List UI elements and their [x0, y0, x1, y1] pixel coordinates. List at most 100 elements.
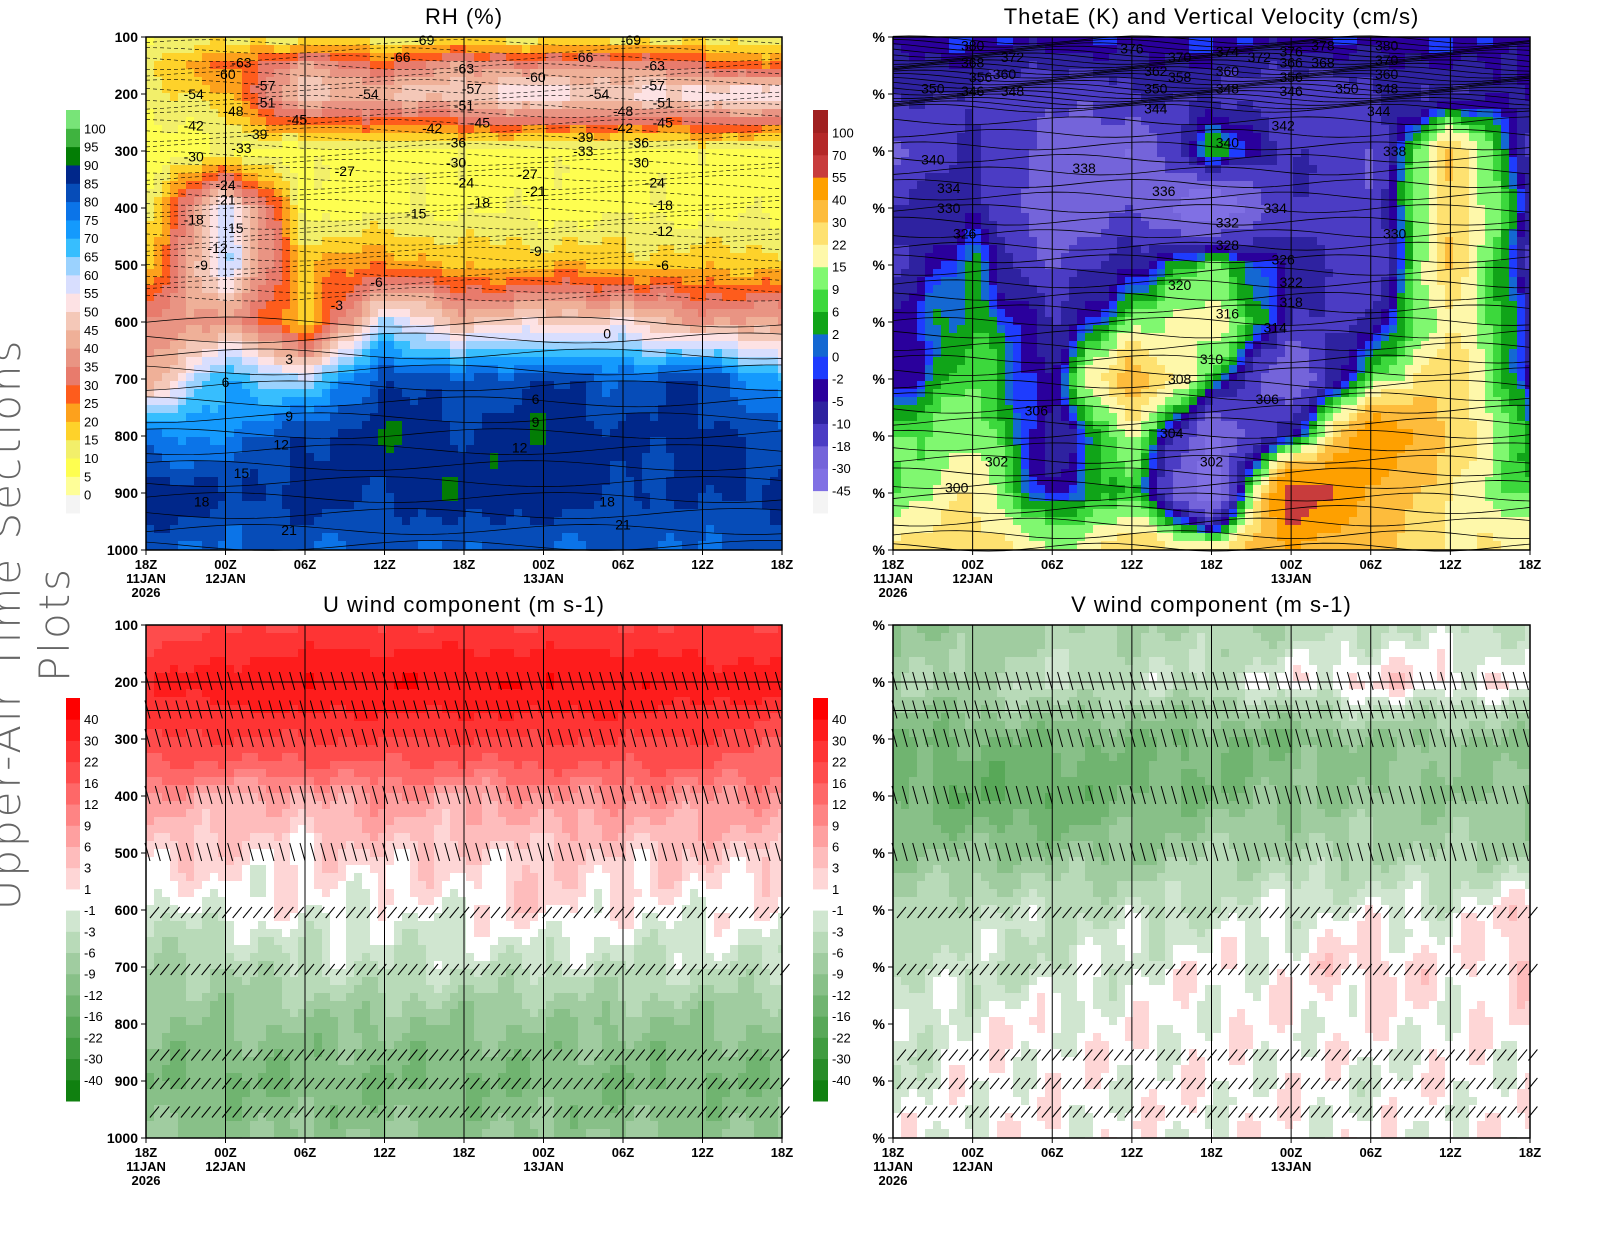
- contour-fill-cell: [410, 197, 419, 206]
- contour-fill-cell: [146, 229, 155, 238]
- contour-fill-cell: [666, 149, 675, 158]
- contour-fill-cell: [170, 141, 179, 150]
- contour-fill-cell: [754, 165, 763, 174]
- contour-fill-cell: [482, 269, 491, 278]
- contour-fill-cell: [426, 157, 435, 166]
- contour-fill-cell: [610, 157, 619, 166]
- contour-fill-cell: [674, 45, 683, 54]
- contour-fill-cell: [770, 253, 779, 262]
- contour-fill-cell: [250, 117, 259, 126]
- contour-fill-cell: [746, 189, 755, 198]
- contour-fill-cell: [714, 37, 723, 46]
- contour-fill-cell: [338, 197, 347, 206]
- contour-fill-cell: [674, 93, 683, 102]
- contour-fill-cell: [714, 141, 723, 150]
- contour-fill-cell: [258, 237, 267, 246]
- contour-fill-cell: [146, 205, 155, 214]
- contour-fill-cell: [330, 37, 339, 46]
- contour-fill-cell: [314, 197, 323, 206]
- contour-fill-cell: [602, 181, 611, 190]
- contour-fill-cell: [506, 181, 515, 190]
- contour-fill-cell: [146, 221, 155, 230]
- contour-fill-cell: [482, 165, 491, 174]
- contour-fill-cell: [402, 69, 411, 78]
- contour-fill-cell: [642, 125, 651, 134]
- contour-fill-cell: [346, 181, 355, 190]
- contour-fill-cell: [570, 165, 579, 174]
- contour-fill-cell: [346, 133, 355, 142]
- contour-fill-cell: [266, 205, 275, 214]
- contour-fill-cell: [418, 181, 427, 190]
- contour-fill-cell: [154, 221, 163, 230]
- contour-fill-cell: [210, 229, 219, 238]
- contour-fill-cell: [250, 237, 259, 246]
- contour-fill-cell: [626, 213, 635, 222]
- contour-fill-cell: [154, 117, 163, 126]
- contour-fill-cell: [634, 77, 643, 86]
- contour-fill-cell: [506, 37, 515, 46]
- contour-fill-cell: [410, 85, 419, 94]
- contour-fill-cell: [690, 133, 699, 142]
- contour-fill-cell: [306, 93, 315, 102]
- contour-fill-cell: [746, 77, 755, 86]
- contour-fill-cell: [154, 205, 163, 214]
- contour-fill-cell: [490, 133, 499, 142]
- contour-fill-cell: [714, 181, 723, 190]
- contour-fill-cell: [186, 61, 195, 70]
- contour-fill-cell: [426, 77, 435, 86]
- contour-fill-cell: [210, 125, 219, 134]
- contour-fill-cell: [178, 189, 187, 198]
- contour-fill-cell: [178, 165, 187, 174]
- contour-fill-cell: [378, 125, 387, 134]
- contour-fill-cell: [314, 125, 323, 134]
- contour-fill-cell: [466, 213, 475, 222]
- contour-fill-cell: [426, 269, 435, 278]
- contour-fill-cell: [434, 205, 443, 214]
- contour-fill-cell: [490, 237, 499, 246]
- contour-fill-cell: [690, 69, 699, 78]
- contour-fill-cell: [570, 237, 579, 246]
- contour-fill-cell: [290, 45, 299, 54]
- contour-fill-cell: [386, 117, 395, 126]
- contour-fill-cell: [226, 157, 235, 166]
- contour-fill-cell: [666, 157, 675, 166]
- contour-fill-cell: [506, 125, 515, 134]
- contour-fill-cell: [162, 165, 171, 174]
- contour-fill-cell: [754, 61, 763, 70]
- contour-fill-cell: [234, 237, 243, 246]
- contour-fill-cell: [346, 101, 355, 110]
- contour-fill-cell: [618, 53, 627, 62]
- contour-fill-cell: [746, 133, 755, 142]
- contour-fill-cell: [506, 237, 515, 246]
- contour-fill-cell: [514, 101, 523, 110]
- contour-fill-cell: [482, 245, 491, 254]
- contour-fill-cell: [322, 157, 331, 166]
- contour-fill-cell: [738, 165, 747, 174]
- contour-fill-cell: [714, 261, 723, 270]
- contour-fill-cell: [602, 237, 611, 246]
- contour-fill-cell: [426, 261, 435, 270]
- contour-fill-cell: [538, 141, 547, 150]
- contour-fill-cell: [506, 117, 515, 126]
- contour-fill-cell: [634, 205, 643, 214]
- contour-fill-cell: [570, 197, 579, 206]
- contour-fill-cell: [442, 189, 451, 198]
- contour-fill-cell: [346, 253, 355, 262]
- contour-fill-cell: [330, 221, 339, 230]
- contour-fill-cell: [226, 165, 235, 174]
- contour-fill-cell: [354, 269, 363, 278]
- contour-fill-cell: [666, 173, 675, 182]
- contour-fill-cell: [722, 245, 731, 254]
- contour-fill-cell: [770, 93, 779, 102]
- contour-fill-cell: [682, 141, 691, 150]
- contour-fill-cell: [674, 69, 683, 78]
- contour-fill-cell: [562, 261, 571, 270]
- contour-fill-cell: [586, 237, 595, 246]
- contour-fill-cell: [162, 253, 171, 262]
- contour-fill-cell: [618, 173, 627, 182]
- contour-fill-cell: [634, 189, 643, 198]
- contour-fill-cell: [546, 253, 555, 262]
- contour-fill-cell: [450, 253, 459, 262]
- contour-fill-cell: [418, 93, 427, 102]
- contour-fill-cell: [674, 101, 683, 110]
